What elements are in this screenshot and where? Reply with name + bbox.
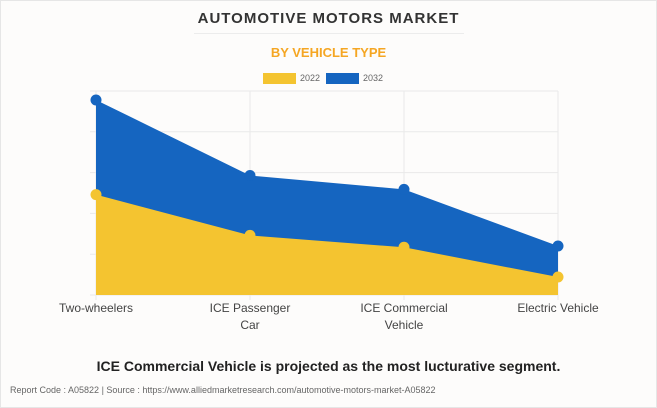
- legend-label-2032: 2032: [363, 73, 384, 83]
- chart-title: AUTOMOTIVE MOTORS MARKET: [197, 10, 460, 27]
- legend-item-2032[interactable]: 2032: [326, 72, 384, 84]
- point-2032: [552, 240, 564, 252]
- x-tick-label-line: Electric Vehicle: [517, 301, 599, 315]
- point-2032: [398, 183, 410, 195]
- legend-swatch-2032: [326, 72, 360, 84]
- x-tick-label: ICE Commercial Vehicle: [344, 300, 464, 334]
- legend-label-2022: 2022: [300, 73, 321, 83]
- legend-item-2022[interactable]: 2022: [263, 72, 321, 84]
- footer-source: Report Code : A05822 | Source : https://…: [10, 385, 436, 395]
- headline-insight: ICE Commercial Vehicle is projected as t…: [96, 358, 561, 374]
- point-2022: [244, 229, 256, 241]
- series-areas: [96, 99, 558, 295]
- title-divider: [194, 33, 464, 34]
- point-2022: [398, 241, 410, 253]
- legend: 2022 2032: [263, 71, 389, 85]
- x-tick-label-line: Vehicle: [384, 318, 424, 332]
- x-tick-label: Electric Vehicle: [498, 300, 618, 317]
- x-tick-label-line: ICE Passenger: [209, 301, 291, 315]
- point-2022: [90, 189, 102, 201]
- chart-subtitle: BY VEHICLE TYPE: [270, 45, 387, 60]
- series-points: [90, 94, 564, 283]
- x-tick-label-line: Two-wheelers: [58, 301, 134, 315]
- x-tick-label-line: Car: [240, 318, 260, 332]
- area-2022: [96, 194, 558, 295]
- point-2032: [90, 94, 102, 106]
- x-tick-label: ICE Passenger Car: [190, 300, 310, 334]
- point-2022: [552, 271, 564, 283]
- point-2032: [244, 169, 256, 181]
- x-tick-label: Two-wheelers: [36, 300, 156, 317]
- legend-swatch-2022: [263, 72, 296, 84]
- x-tick-label-line: ICE Commercial: [360, 301, 448, 315]
